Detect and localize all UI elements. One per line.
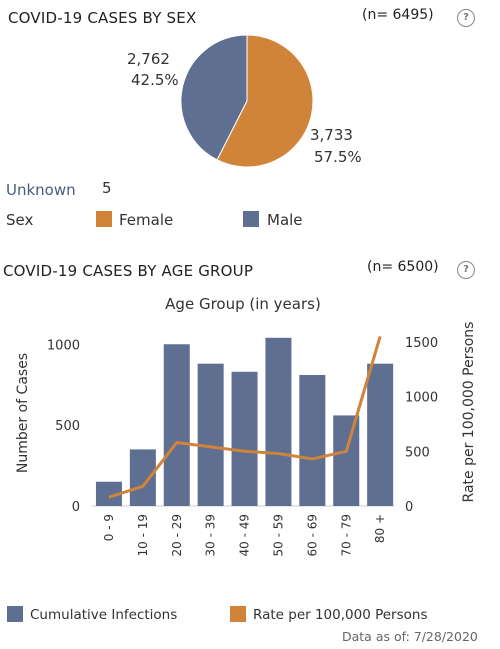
x-tick-label-7: 70 - 79 — [339, 514, 353, 557]
bar-2 — [163, 344, 190, 506]
y-tick-label-1: 500 — [55, 419, 80, 434]
age-chart-title: COVID-19 CASES BY AGE GROUP — [3, 262, 254, 280]
bar-4 — [231, 371, 258, 506]
pie-slice-female[interactable] — [216, 34, 314, 168]
y2-tick-label-2: 1000 — [405, 391, 438, 406]
bar-8 — [367, 363, 394, 506]
male-pct-label: 42.5% — [131, 71, 179, 89]
bar-7 — [333, 415, 360, 506]
x-tick-label-5: 50 - 59 — [271, 514, 285, 557]
y2-tick-label-1: 500 — [405, 445, 430, 460]
sex-help-icon[interactable]: ? — [457, 9, 475, 27]
legend-female-label[interactable]: Female — [119, 211, 174, 229]
sex-pie-chart — [180, 34, 314, 168]
sex-chart-title: COVID-19 CASES BY SEX — [8, 9, 197, 27]
bar-5 — [265, 337, 292, 506]
data-date-footer: Data as of: 7/28/2020 — [342, 629, 478, 644]
y-tick-label-2: 1000 — [47, 338, 80, 353]
legend-infections-swatch — [7, 606, 23, 622]
female-pct-label: 57.5% — [314, 148, 362, 166]
legend-female-swatch — [96, 211, 112, 227]
x-axis-title: Age Group (in years) — [165, 295, 321, 313]
legend-male-swatch — [243, 211, 259, 227]
pie-slice-male[interactable] — [180, 34, 248, 161]
rate-line — [108, 335, 382, 499]
y2-tick-label-3: 1500 — [405, 336, 438, 351]
sex-count: (n= 6495) — [362, 7, 434, 23]
y2-axis-title: Rate per 100,000 Persons — [461, 322, 477, 503]
unknown-label: Unknown — [6, 181, 76, 199]
male-count-label: 2,762 — [127, 50, 170, 68]
y-tick-label-0: 0 — [72, 500, 80, 515]
unknown-value: 5 — [102, 179, 112, 197]
female-count-label: 3,733 — [310, 126, 353, 144]
legend-rate-swatch — [230, 606, 246, 622]
age-combo-chart: Age Group (in years) Number of Cases Rat… — [15, 295, 477, 557]
x-tick-label-4: 40 - 49 — [238, 514, 252, 557]
age-count: (n= 6500) — [367, 259, 439, 275]
legend-infections-label[interactable]: Cumulative Infections — [30, 607, 178, 623]
age-help-icon[interactable]: ? — [457, 261, 475, 279]
bar-3 — [197, 363, 224, 506]
x-tick-label-8: 80 + — [373, 514, 387, 543]
x-tick-label-0: 0 - 9 — [102, 514, 116, 541]
x-tick-label-1: 10 - 19 — [136, 514, 150, 557]
y-axis-title: Number of Cases — [15, 353, 31, 473]
sex-legend-title: Sex — [6, 211, 34, 229]
bar-6 — [299, 374, 326, 506]
legend-male-label[interactable]: Male — [267, 211, 303, 229]
x-tick-label-6: 60 - 69 — [305, 514, 319, 557]
bar-1 — [129, 449, 156, 506]
legend-rate-label[interactable]: Rate per 100,000 Persons — [253, 607, 428, 623]
x-tick-label-3: 30 - 39 — [204, 514, 218, 557]
y2-tick-label-0: 0 — [405, 500, 413, 515]
x-tick-label-2: 20 - 29 — [170, 514, 184, 557]
